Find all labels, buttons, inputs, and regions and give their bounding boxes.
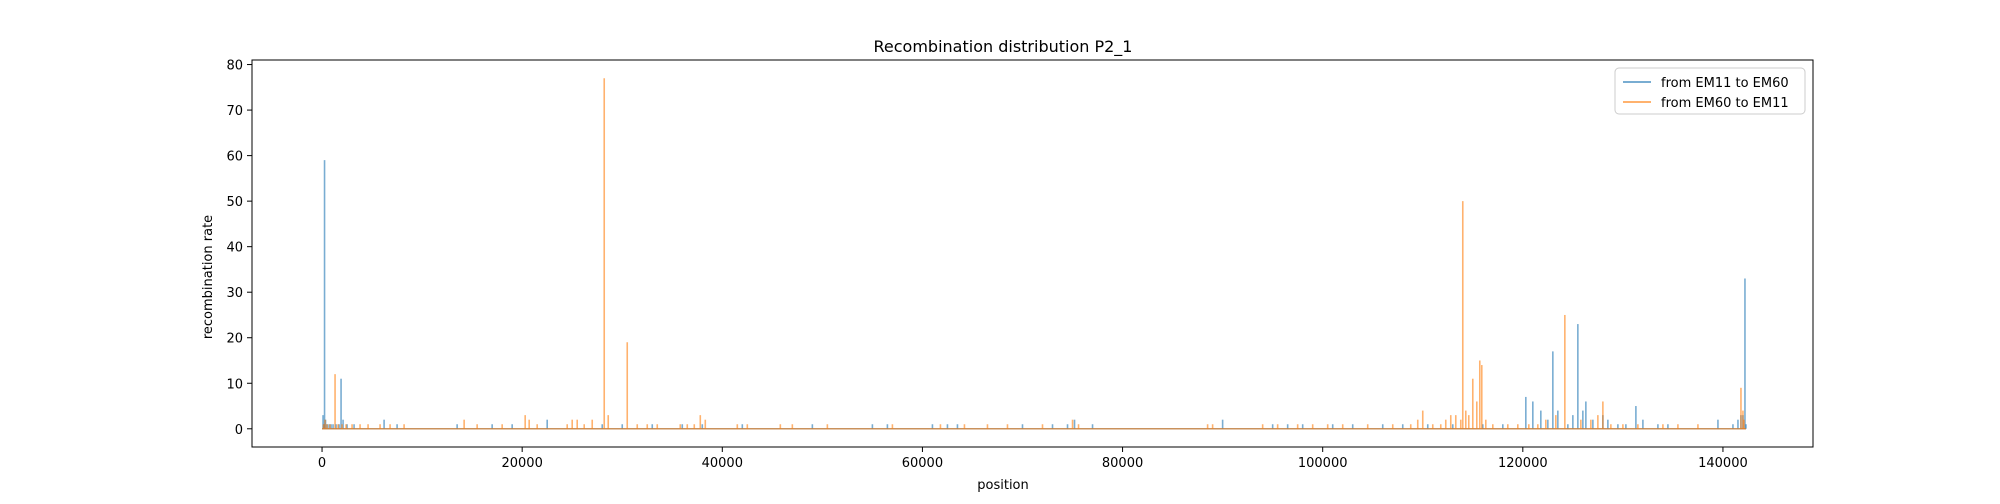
y-tick-label-4: 30	[226, 286, 243, 301]
legend-label-2: from EM60 to EM11	[1661, 96, 1789, 111]
y-tick-label-7: 60	[226, 150, 243, 165]
x-tick-label-1: 0	[318, 456, 326, 471]
x-tick-label-2: 20000	[501, 456, 542, 471]
series-2	[322, 78, 1746, 430]
legend-box	[1614, 67, 1806, 115]
y-tick-label-2: 10	[226, 377, 243, 392]
x-tick-label-5: 80000	[1102, 456, 1143, 471]
series-1	[322, 160, 1747, 430]
x-tick-label-7: 120000	[1498, 456, 1548, 471]
y-tick-label-9: 80	[226, 59, 243, 74]
y-tick-label-8: 70	[226, 104, 243, 119]
axis-ticks: 0 20000 40000 60000 80000 100000 120000 140000 0…	[226, 59, 1747, 471]
plot-area	[251, 59, 1814, 448]
y-tick-label-3: 20	[226, 332, 243, 347]
x-axis-label: position	[977, 478, 1029, 493]
y-tick-label-1: 0	[235, 423, 243, 438]
chart-title: Recombination distribution P2_1	[874, 37, 1133, 57]
y-axis-label: recombination rate	[201, 215, 216, 339]
x-tick-label-3: 40000	[702, 456, 743, 471]
y-tick-label-5: 40	[226, 241, 243, 256]
x-tick-label-4: 60000	[902, 456, 943, 471]
x-tick-label-8: 140000	[1698, 456, 1748, 471]
legend-label-1: from EM11 to EM60	[1661, 76, 1789, 91]
x-tick-label-6: 100000	[1298, 456, 1348, 471]
y-tick-label-6: 50	[226, 195, 243, 210]
legend: from EM11 to EM60 from EM60 to EM11	[1614, 67, 1806, 115]
plot-frame	[251, 59, 1814, 448]
